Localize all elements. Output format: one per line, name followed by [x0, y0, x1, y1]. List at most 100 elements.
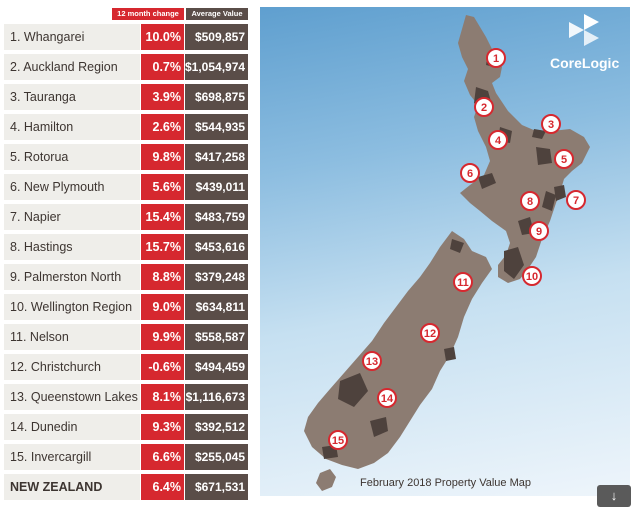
region-value: $1,116,673 — [185, 384, 248, 410]
region-change: 9.8% — [141, 144, 184, 170]
region-name: 11. Nelson — [4, 324, 140, 350]
region-change: 2.6% — [141, 114, 184, 140]
table-row: 2. Auckland Region 0.7% $1,054,974 — [4, 54, 248, 80]
marker-label: 1 — [493, 53, 499, 65]
region-change: 8.1% — [141, 384, 184, 410]
brand-name: CoreLogic — [550, 55, 620, 71]
table-row: 7. Napier 15.4% $483,759 — [4, 204, 248, 230]
total-value: $671,531 — [185, 474, 248, 500]
map-panel: 1 2 3 4 5 6 7 — [260, 7, 630, 496]
region-change: 15.7% — [141, 234, 184, 260]
region-change: 9.9% — [141, 324, 184, 350]
region-change: -0.6% — [141, 354, 184, 380]
region-change: 6.6% — [141, 444, 184, 470]
marker-label: 10 — [526, 271, 538, 283]
marker-6: 6 — [460, 163, 480, 183]
marker-9: 9 — [529, 221, 549, 241]
region-change: 3.9% — [141, 84, 184, 110]
marker-label: 4 — [495, 135, 502, 147]
table-row: 8. Hastings 15.7% $453,616 — [4, 234, 248, 260]
marker-15: 15 — [328, 430, 348, 450]
region-name: 10. Wellington Region — [4, 294, 140, 320]
marker-13: 13 — [362, 351, 382, 371]
marker-label: 3 — [548, 119, 554, 131]
region-value: $494,459 — [185, 354, 248, 380]
table-row: 10. Wellington Region 9.0% $634,811 — [4, 294, 248, 320]
marker-label: 14 — [381, 393, 394, 405]
region-name: 5. Rotorua — [4, 144, 140, 170]
region-change: 9.3% — [141, 414, 184, 440]
table-row: 4. Hamilton 2.6% $544,935 — [4, 114, 248, 140]
region-name: 12. Christchurch — [4, 354, 140, 380]
download-button[interactable]: ↓ — [597, 485, 631, 507]
region-name: 1. Whangarei — [4, 24, 140, 50]
table-header: 12 month change Average Value — [4, 6, 248, 20]
corelogic-logo-icon — [569, 14, 599, 46]
marker-11: 11 — [453, 272, 473, 292]
table-row: 13. Queenstown Lakes 8.1% $1,116,673 — [4, 384, 248, 410]
highlight-dunedin — [370, 417, 388, 437]
highlight-christchurch — [444, 347, 456, 361]
table-row: 15. Invercargill 6.6% $255,045 — [4, 444, 248, 470]
marker-label: 5 — [561, 154, 567, 166]
region-value: $392,512 — [185, 414, 248, 440]
marker-5: 5 — [554, 149, 574, 169]
map-caption: February 2018 Property Value Map — [360, 477, 531, 489]
property-value-table: 12 month change Average Value 1. Whangar… — [4, 6, 248, 500]
region-name: 7. Napier — [4, 204, 140, 230]
region-change: 10.0% — [141, 24, 184, 50]
highlight-queenstown — [338, 373, 368, 407]
highlight-new-plymouth — [478, 173, 496, 189]
marker-14: 14 — [377, 388, 397, 408]
marker-3: 3 — [541, 114, 561, 134]
marker-2: 2 — [474, 97, 494, 117]
highlight-tauranga — [532, 129, 546, 139]
marker-label: 8 — [527, 196, 533, 208]
table-row: 1. Whangarei 10.0% $509,857 — [4, 24, 248, 50]
marker-label: 7 — [573, 195, 579, 207]
table-row: 5. Rotorua 9.8% $417,258 — [4, 144, 248, 170]
stewart-island — [316, 469, 336, 491]
marker-1: 1 — [486, 48, 506, 68]
highlight-hastings — [542, 191, 556, 211]
table-row-total: NEW ZEALAND 6.4% $671,531 — [4, 474, 248, 500]
new-zealand-map: 1 2 3 4 5 6 7 — [304, 15, 590, 491]
region-name: 15. Invercargill — [4, 444, 140, 470]
marker-8: 8 — [520, 191, 540, 211]
marker-label: 2 — [481, 102, 487, 114]
table-row: 11. Nelson 9.9% $558,587 — [4, 324, 248, 350]
region-change: 0.7% — [141, 54, 184, 80]
region-change: 15.4% — [141, 204, 184, 230]
region-value: $558,587 — [185, 324, 248, 350]
region-value: $698,875 — [185, 84, 248, 110]
table-row: 9. Palmerston North 8.8% $379,248 — [4, 264, 248, 290]
region-value: $509,857 — [185, 24, 248, 50]
region-value: $255,045 — [185, 444, 248, 470]
table-row: 14. Dunedin 9.3% $392,512 — [4, 414, 248, 440]
region-value: $439,011 — [185, 174, 248, 200]
region-name: 9. Palmerston North — [4, 264, 140, 290]
region-value: $417,258 — [185, 144, 248, 170]
total-name: NEW ZEALAND — [4, 474, 140, 500]
marker-label: 6 — [467, 168, 473, 180]
region-name: 6. New Plymouth — [4, 174, 140, 200]
marker-4: 4 — [488, 130, 508, 150]
region-change: 9.0% — [141, 294, 184, 320]
region-name: 2. Auckland Region — [4, 54, 140, 80]
table-row: 6. New Plymouth 5.6% $439,011 — [4, 174, 248, 200]
region-name: 4. Hamilton — [4, 114, 140, 140]
region-change: 8.8% — [141, 264, 184, 290]
region-value: $379,248 — [185, 264, 248, 290]
region-name: 8. Hastings — [4, 234, 140, 260]
highlight-wellington — [504, 247, 524, 279]
south-island — [304, 231, 492, 469]
marker-10: 10 — [522, 266, 542, 286]
marker-7: 7 — [566, 190, 586, 210]
highlight-rotorua — [536, 147, 552, 165]
marker-label: 9 — [536, 226, 542, 238]
region-value: $1,054,974 — [185, 54, 248, 80]
region-value: $453,616 — [185, 234, 248, 260]
header-12-month-change: 12 month change — [112, 8, 184, 20]
header-average-value: Average Value — [186, 8, 248, 20]
